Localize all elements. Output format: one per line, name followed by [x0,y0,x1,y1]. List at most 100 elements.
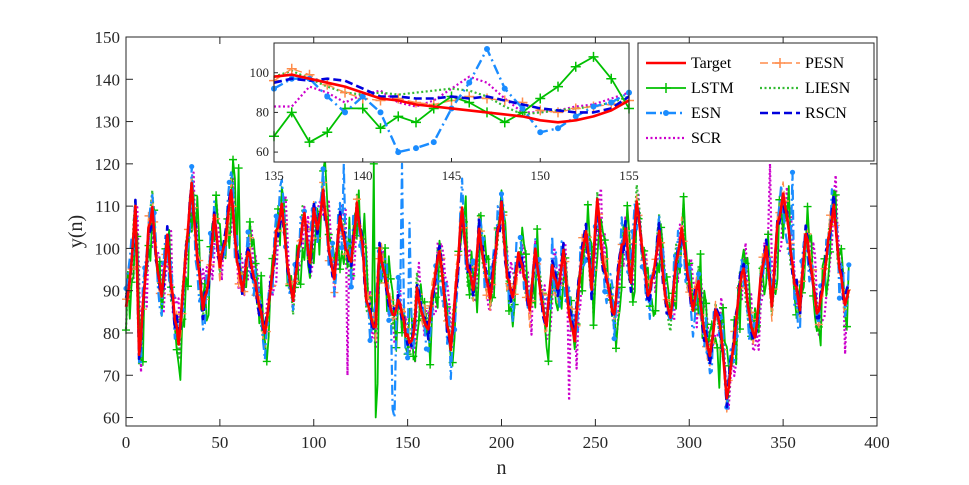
main-marker-lstm [696,250,705,259]
main-marker-esn [329,240,336,246]
main-marker-lstm [651,306,660,315]
inset-marker-lstm [286,107,297,118]
inset-marker-esn [572,113,579,120]
main-ytick-label: 130 [95,113,121,132]
main-marker-esn [677,262,683,268]
main-marker-lstm [409,352,418,361]
main-marker-esn [339,245,345,251]
inset-marker-lstm [393,111,404,122]
inset-ytick-label: 80 [256,104,269,119]
main-ytick-label: 120 [95,155,121,174]
inset-marker-pesn [286,63,297,74]
main-marker-esn [517,234,523,241]
inset-marker-esn [342,109,348,116]
main-marker-esn [273,213,279,219]
inset-marker-lstm [322,127,333,138]
inset-marker-esn [608,99,615,106]
main-marker-esn [395,274,401,280]
main-marker-esn [226,179,232,185]
main-marker-esn [367,337,373,343]
main-ytick-label: 110 [95,197,120,216]
main-marker-esn [836,295,843,301]
main-marker-esn [245,229,251,235]
main-xtick-label: 50 [211,433,228,452]
main-marker-lstm [533,225,542,234]
inset-marker-esn [519,105,526,112]
main-marker-lstm [426,360,435,369]
inset-plot: 135 140 145 150 155 60 80 100 [250,42,639,183]
main-marker-esn [611,335,617,342]
main-marker-esn [189,163,195,170]
inset-marker-esn [590,103,597,110]
main-marker-esn [846,262,852,268]
inset-xtick-label: 140 [353,168,373,183]
inset-marker-esn [324,93,331,100]
main-marker-lstm [842,322,851,331]
main-marker-esn [602,288,608,295]
main-marker-esn [470,258,476,264]
main-marker-lstm [702,299,711,308]
main-xtick-label: 100 [301,433,327,452]
main-marker-esn [348,284,354,290]
inset-marker-lstm [535,93,546,104]
legend-label-scr: SCR [691,130,722,147]
main-marker-lstm [234,164,243,173]
inset-marker-lstm [411,117,421,128]
main-marker-esn [423,346,429,352]
inset-marker-esn [466,79,473,86]
main-marker-lstm [713,343,722,352]
legend-label-liesn: LIESN [805,80,851,97]
legend-marker-esn [663,110,669,116]
main-xtick-label: 400 [864,433,890,452]
main-ytick-label: 100 [95,239,121,258]
inset-marker-lstm [375,123,386,134]
main-marker-lstm [544,357,553,366]
legend: Target PESN LSTM LIESN ESN RSCN SCR [637,42,875,162]
main-xtick-label: 300 [677,433,703,452]
main-marker-esn [789,169,796,175]
main-xtick-label: 250 [583,433,609,452]
inset-xtick-label: 150 [531,168,551,183]
inset-marker-lstm [606,73,617,84]
inset-line-scr [274,75,630,114]
main-marker-lstm [172,345,181,354]
main-xtick-label: 0 [122,433,131,452]
main-marker-lstm [505,306,514,315]
main-xtick-label: 150 [395,433,421,452]
inset-marker-esn [484,45,490,52]
mask-top [0,0,969,37]
main-marker-lstm [212,191,221,200]
main-marker-lstm [183,282,192,291]
main-marker-lstm [245,217,254,226]
mask-bottom [0,426,969,485]
main-marker-lstm [251,259,260,268]
main-marker-lstm [589,321,598,330]
legend-marker-pesn [775,58,785,68]
legend-label-rscn: RSCN [805,105,847,122]
inset-line-rscn [273,77,630,114]
main-marker-lstm [617,283,626,292]
main-ytick-label: 80 [103,324,120,343]
main-marker-esn [320,166,326,172]
inset-marker-lstm [428,103,439,114]
inset-marker-esn [359,93,366,100]
inset-xtick-label: 135 [264,168,284,183]
inset-marker-esn [430,139,437,146]
main-marker-esn [696,271,702,277]
main-marker-lstm [803,202,812,211]
inset-marker-pesn [553,107,563,118]
main-xtick-label: 200 [489,433,515,452]
main-marker-lstm [623,201,632,210]
inset-line-target [273,73,630,124]
main-line-target [124,181,851,400]
inset-marker-pesn [340,87,350,98]
main-ytick-label: 70 [103,366,120,385]
inset-marker-pesn [393,93,404,104]
main-ytick-label: 150 [95,28,121,47]
main-marker-lstm [229,155,238,164]
main-marker-esn [498,191,505,197]
inset-marker-lstm [357,103,368,114]
legend-label-pesn: PESN [805,55,845,72]
legend-label-esn: ESN [691,105,722,122]
